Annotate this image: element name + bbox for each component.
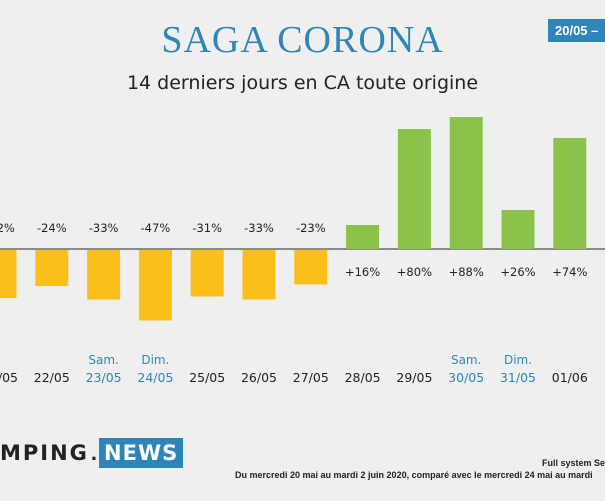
category-day-label-10: Dim. (504, 353, 532, 367)
footnote-text: Du mercredi 20 mai au mardi 2 juin 2020,… (235, 470, 593, 480)
bar-4 (190, 250, 224, 297)
data-label-3: -47% (141, 221, 171, 235)
data-label-11: +74% (552, 265, 587, 279)
chart-subtitle: 14 derniers jours en CA toute origine (126, 72, 479, 94)
source-text: Full system Sec (542, 458, 605, 468)
bar-8 (397, 129, 431, 249)
chart-title: SAGA CORONA (161, 19, 444, 61)
data-label-1: -24% (37, 221, 67, 235)
data-label-5: -33% (244, 221, 274, 235)
category-date-label-9: 30/05 (448, 370, 484, 385)
data-label-6: -23% (296, 221, 326, 235)
data-label-4: -31% (192, 221, 222, 235)
logo-text-left: MPING (0, 441, 89, 465)
bar-6 (294, 250, 328, 285)
bar-2 (87, 250, 121, 300)
category-date-label-0: 21/05 (0, 370, 18, 385)
bar-11 (553, 138, 587, 249)
bar-1 (35, 250, 69, 286)
bar-0 (0, 250, 17, 298)
data-label-7: +16% (345, 265, 380, 279)
bar-5 (242, 250, 276, 300)
category-date-label-7: 28/05 (345, 370, 381, 385)
category-date-label-10: 31/05 (500, 370, 536, 385)
category-date-label-8: 29/05 (396, 370, 432, 385)
category-date-label-4: 25/05 (189, 370, 225, 385)
category-day-label-9: Sam. (451, 353, 481, 367)
bar-7 (346, 225, 380, 249)
category-date-label-11: 01/06 (552, 370, 588, 385)
bar-10 (501, 210, 535, 249)
category-date-label-5: 26/05 (241, 370, 277, 385)
category-date-label-6: 27/05 (293, 370, 329, 385)
category-date-label-2: 23/05 (86, 370, 122, 385)
data-label-9: +88% (449, 265, 484, 279)
bar-9 (449, 117, 483, 249)
data-label-2: -33% (89, 221, 119, 235)
data-label-10: +26% (500, 265, 535, 279)
category-day-label-2: Sam. (88, 353, 118, 367)
data-label-0: -32% (0, 221, 15, 235)
category-date-label-1: 22/05 (34, 370, 70, 385)
category-date-label-3: 24/05 (137, 370, 173, 385)
date-range-badge: 20/05 – (548, 19, 605, 42)
bar-3 (138, 250, 172, 321)
category-day-label-3: Dim. (141, 353, 169, 367)
logo-text-right: NEWS (99, 438, 184, 468)
camping-news-logo: MPING . NEWS (0, 438, 184, 468)
logo-dot: . (90, 440, 98, 465)
data-label-8: +80% (397, 265, 432, 279)
